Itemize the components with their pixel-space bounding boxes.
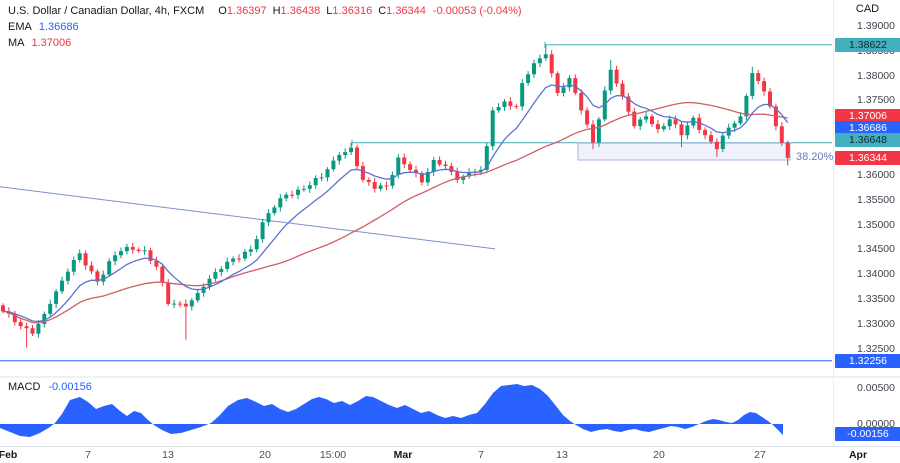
price-tick-label: 1.38000 (857, 69, 895, 82)
legend-row-ma: MA 1.37006 (8, 35, 522, 51)
price-tick-label: 1.35500 (857, 193, 895, 206)
legend-row-symbol: U.S. Dollar / Canadian Dollar, 4h, FXCM … (8, 3, 522, 19)
price-tick-label: 1.33500 (857, 292, 895, 305)
time-tick-label: 20 (259, 449, 271, 461)
time-tick-label: Apr (848, 449, 868, 461)
price-tag: 1.36648 (835, 133, 900, 147)
ohlc-key: C (378, 5, 387, 17)
ohlc-key: L (326, 5, 333, 17)
price-tick-label: 1.34500 (857, 243, 895, 256)
candles-up (36, 44, 755, 338)
time-tick-label: Feb (0, 449, 18, 461)
time-tick-label: 20 (653, 449, 665, 461)
ema-line[interactable] (2, 84, 789, 323)
price-tick-label: 1.39000 (857, 20, 895, 32)
macd-value: -0.00156 (48, 381, 92, 393)
price-tag: 1.36344 (835, 151, 900, 165)
time-tick-label: 7 (85, 449, 91, 461)
price-tag: 1.36686 (835, 121, 900, 135)
price-tag: 1.37006 (835, 109, 900, 123)
change-value: -0.00053 (-0.04%) (432, 5, 522, 17)
time-tick-label: 13 (556, 449, 568, 461)
price-tick-label: 1.34000 (857, 268, 895, 281)
ema-value: 1.36686 (38, 21, 79, 33)
time-tick-label: Mar (393, 449, 413, 461)
ohlc-value: 1.36344 (386, 5, 426, 17)
price-tick-label: 1.33000 (857, 317, 895, 330)
price-tick-label: 1.32500 (857, 342, 895, 355)
ohlc-value: 1.36397 (226, 5, 267, 17)
price-tag: 1.32256 (835, 354, 900, 368)
ema-label[interactable]: EMA (8, 21, 32, 33)
ohlc-value: 1.36316 (332, 5, 373, 17)
macd-area (0, 384, 783, 437)
fib-retracement-label[interactable]: 38.20% (796, 151, 834, 163)
time-tick-label: 27 (754, 449, 766, 461)
trendline-drawing[interactable] (0, 186, 496, 250)
price-tag: 1.38622 (835, 38, 900, 52)
macd-legend: MACD -0.00156 (8, 381, 92, 393)
macd-tick-label: 0.00500 (857, 382, 895, 394)
ohlc-values: O1.36397 H1.36438 L1.36316 C1.36344 (212, 5, 426, 17)
candles-down (1, 50, 790, 348)
price-tag: -0.00156 (835, 427, 900, 441)
price-tick-label: 1.36000 (857, 168, 895, 181)
currency-label: CAD (855, 3, 880, 15)
time-axis[interactable]: Feb 7 13 20 15:00 Mar 7 13 20 27 Apr (0, 446, 900, 463)
ohlc-key: O (218, 5, 227, 17)
symbol-title[interactable]: U.S. Dollar / Canadian Dollar, 4h, FXCM (8, 5, 205, 17)
time-tick-label: 15:00 (319, 449, 347, 461)
time-tick-label: 13 (162, 449, 174, 461)
ma-label[interactable]: MA (8, 37, 25, 49)
legend: U.S. Dollar / Canadian Dollar, 4h, FXCM … (8, 3, 522, 51)
legend-row-ema: EMA 1.36686 (8, 19, 522, 35)
time-tick-label: 7 (478, 449, 484, 461)
fib-zone-rect[interactable] (577, 142, 791, 161)
ma-line[interactable] (2, 101, 788, 324)
price-tick-label: 1.37500 (857, 94, 895, 107)
ohlc-value: 1.36438 (280, 5, 321, 17)
price-tick-label: 1.35000 (857, 218, 895, 231)
macd-label[interactable]: MACD (8, 381, 41, 393)
price-axis[interactable]: CAD 1.390001.385001.380001.375001.360001… (833, 0, 900, 446)
ma-value: 1.37006 (31, 37, 72, 49)
ohlc-key: H (272, 5, 281, 17)
